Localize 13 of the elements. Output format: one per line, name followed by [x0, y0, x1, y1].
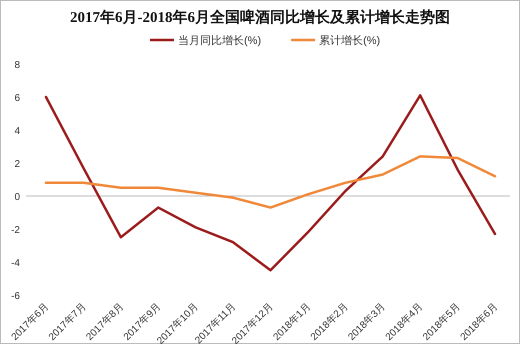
y-tick-label: 0	[14, 192, 20, 203]
chart-title: 2017年6月-2018年6月全国啤酒同比增长及累计增长走势图	[70, 9, 450, 26]
legend-label: 当月同比增长(%)	[178, 34, 262, 47]
y-tick-label: 4	[14, 126, 20, 137]
y-tick-label: 6	[14, 93, 20, 104]
legend-label: 累计增长(%)	[319, 34, 380, 47]
y-tick-label: 8	[14, 60, 20, 71]
y-tick-label: -6	[11, 291, 20, 302]
line-series	[44, 94, 496, 272]
y-tick-label: 2	[14, 159, 20, 170]
line-series	[44, 155, 496, 209]
y-tick-label: -4	[11, 258, 20, 269]
y-tick-label: -2	[11, 225, 20, 236]
